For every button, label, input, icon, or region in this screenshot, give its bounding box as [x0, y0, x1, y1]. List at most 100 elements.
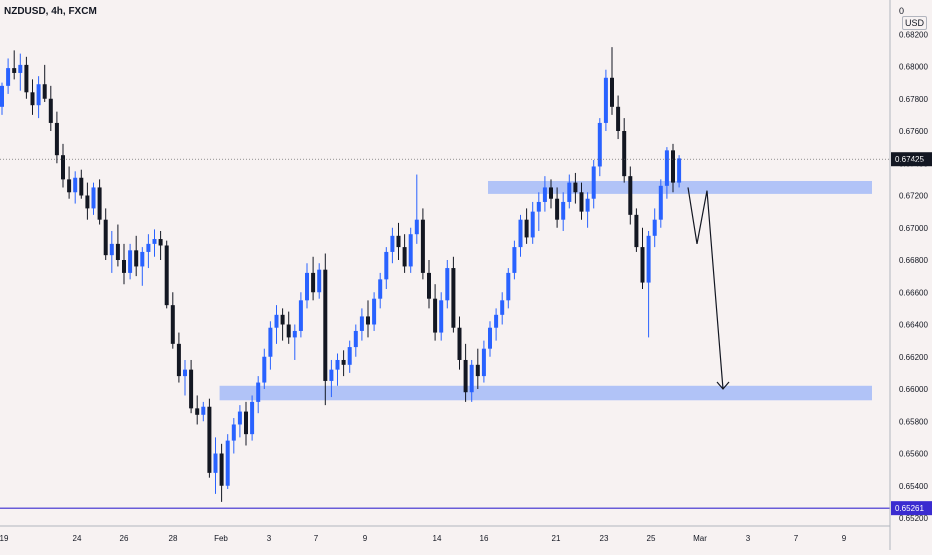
candle[interactable]: [6, 58, 11, 94]
candle[interactable]: [134, 235, 139, 277]
candle[interactable]: [372, 292, 377, 331]
candle[interactable]: [512, 240, 517, 280]
candle[interactable]: [201, 401, 206, 422]
candle[interactable]: [433, 284, 438, 341]
candle[interactable]: [0, 82, 4, 115]
candle[interactable]: [555, 187, 560, 228]
candle[interactable]: [585, 192, 590, 228]
candle[interactable]: [610, 47, 614, 115]
candle[interactable]: [183, 359, 187, 396]
candle[interactable]: [671, 143, 675, 193]
candle[interactable]: [140, 247, 145, 286]
candle[interactable]: [597, 118, 602, 177]
candle[interactable]: [323, 253, 328, 406]
candle[interactable]: [408, 227, 413, 273]
candle[interactable]: [225, 434, 230, 489]
candle[interactable]: [231, 418, 236, 454]
candle[interactable]: [488, 321, 492, 357]
candle[interactable]: [347, 340, 352, 373]
candle[interactable]: [414, 174, 419, 244]
candle[interactable]: [445, 260, 450, 309]
candle[interactable]: [451, 256, 456, 333]
candle[interactable]: [494, 308, 499, 341]
candle[interactable]: [549, 179, 553, 209]
candle[interactable]: [603, 69, 608, 131]
candle[interactable]: [244, 401, 248, 446]
candle[interactable]: [91, 182, 96, 215]
candle[interactable]: [530, 201, 535, 244]
candle[interactable]: [439, 292, 444, 341]
candle[interactable]: [36, 76, 41, 119]
candle[interactable]: [274, 305, 279, 344]
candle[interactable]: [73, 171, 78, 204]
candle[interactable]: [396, 222, 401, 260]
candle[interactable]: [366, 300, 370, 338]
candle[interactable]: [128, 243, 133, 280]
candle[interactable]: [207, 398, 212, 478]
candle[interactable]: [85, 182, 90, 220]
candle[interactable]: [48, 85, 53, 131]
candle[interactable]: [170, 292, 175, 349]
candle[interactable]: [54, 111, 59, 164]
candle[interactable]: [628, 166, 633, 225]
candle[interactable]: [573, 172, 578, 204]
candle[interactable]: [152, 229, 157, 257]
candle[interactable]: [61, 143, 65, 188]
candle-layer[interactable]: [0, 47, 682, 502]
candle[interactable]: [146, 234, 151, 269]
candle[interactable]: [280, 308, 285, 341]
candle[interactable]: [335, 353, 340, 386]
candle[interactable]: [305, 263, 309, 309]
candle[interactable]: [402, 234, 407, 273]
candle[interactable]: [616, 95, 621, 140]
candle[interactable]: [420, 208, 425, 280]
candle[interactable]: [652, 208, 657, 248]
candle[interactable]: [219, 443, 224, 502]
candle[interactable]: [463, 343, 468, 402]
candle[interactable]: [664, 147, 669, 199]
candle[interactable]: [579, 182, 584, 220]
candle[interactable]: [518, 214, 523, 257]
candle[interactable]: [158, 230, 163, 260]
candle[interactable]: [298, 292, 303, 338]
candle[interactable]: [18, 53, 23, 91]
candle[interactable]: [475, 348, 480, 389]
candle[interactable]: [256, 376, 261, 414]
candle[interactable]: [292, 324, 297, 360]
candle[interactable]: [634, 208, 639, 252]
candle[interactable]: [359, 308, 364, 341]
candle[interactable]: [268, 321, 273, 370]
candle[interactable]: [109, 230, 114, 273]
candle[interactable]: [378, 272, 383, 309]
candle[interactable]: [500, 292, 505, 325]
candle[interactable]: [536, 192, 541, 231]
candle[interactable]: [164, 240, 169, 309]
candle[interactable]: [42, 64, 47, 102]
candle[interactable]: [353, 324, 358, 357]
candle[interactable]: [286, 311, 291, 344]
candle[interactable]: [189, 359, 194, 414]
candle[interactable]: [67, 166, 72, 199]
candle[interactable]: [567, 174, 572, 209]
candle[interactable]: [469, 359, 474, 402]
candle[interactable]: [457, 316, 462, 370]
candle[interactable]: [195, 395, 200, 425]
candle[interactable]: [658, 179, 663, 228]
candle[interactable]: [622, 118, 627, 183]
candle[interactable]: [427, 260, 431, 309]
candle[interactable]: [561, 192, 566, 231]
candle[interactable]: [481, 340, 486, 383]
candle[interactable]: [237, 405, 242, 438]
candle[interactable]: [384, 247, 389, 290]
candle[interactable]: [122, 243, 126, 285]
candle[interactable]: [97, 179, 102, 225]
candle[interactable]: [115, 224, 120, 267]
candle[interactable]: [311, 256, 316, 301]
candle[interactable]: [390, 227, 395, 264]
symbol-title[interactable]: NZDUSD, 4h, FXCM: [4, 6, 97, 17]
candle[interactable]: [341, 350, 346, 377]
candle[interactable]: [591, 160, 596, 209]
candle[interactable]: [542, 176, 547, 212]
